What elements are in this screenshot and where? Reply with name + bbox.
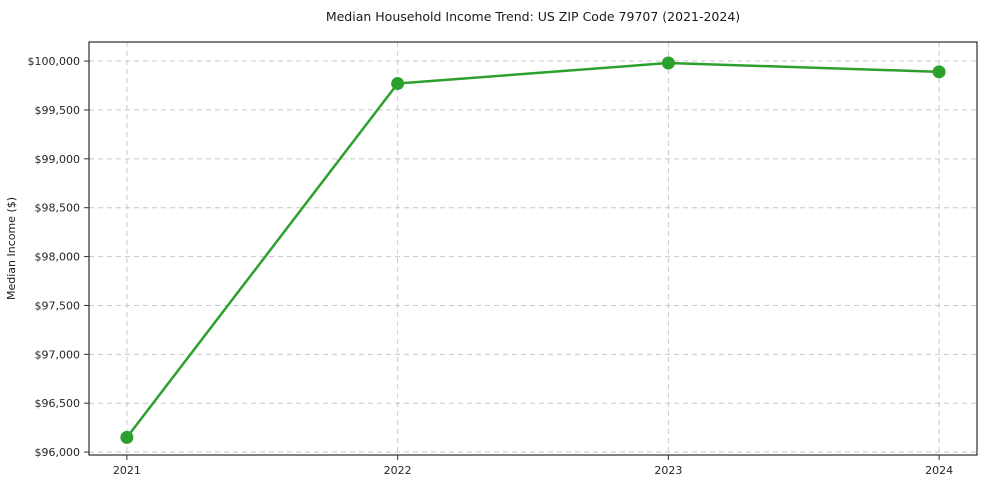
chart-title: Median Household Income Trend: US ZIP Co… [326,9,740,24]
y-axis-label: Median Income ($) [5,197,18,300]
y-tick-label: $97,500 [35,299,81,312]
y-tick-label: $96,500 [35,397,81,410]
data-point-marker [661,56,675,70]
tick-layer: $96,000 $96,500 $97,000 $97,500 $98,000 $98,5… [28,55,954,477]
x-tick-label: 2023 [654,464,682,477]
y-tick-label: $99,000 [35,153,81,166]
data-point-marker [120,430,134,444]
x-tick-label: 2022 [384,464,412,477]
y-tick-label: $96,000 [35,446,81,459]
x-tick-label: 2021 [113,464,141,477]
y-tick-label: $97,000 [35,348,81,361]
plot-frame [88,41,978,456]
y-tick-label: $99,500 [35,104,81,117]
y-tick-label: $98,500 [35,202,81,215]
y-tick-label: $100,000 [28,55,81,68]
series-layer [120,56,946,444]
x-tick-label: 2024 [925,464,953,477]
grid-layer [89,42,977,455]
y-tick-label: $98,000 [35,251,81,264]
trend-line [125,61,941,439]
data-point-marker [391,77,405,91]
data-point-marker [932,65,946,79]
